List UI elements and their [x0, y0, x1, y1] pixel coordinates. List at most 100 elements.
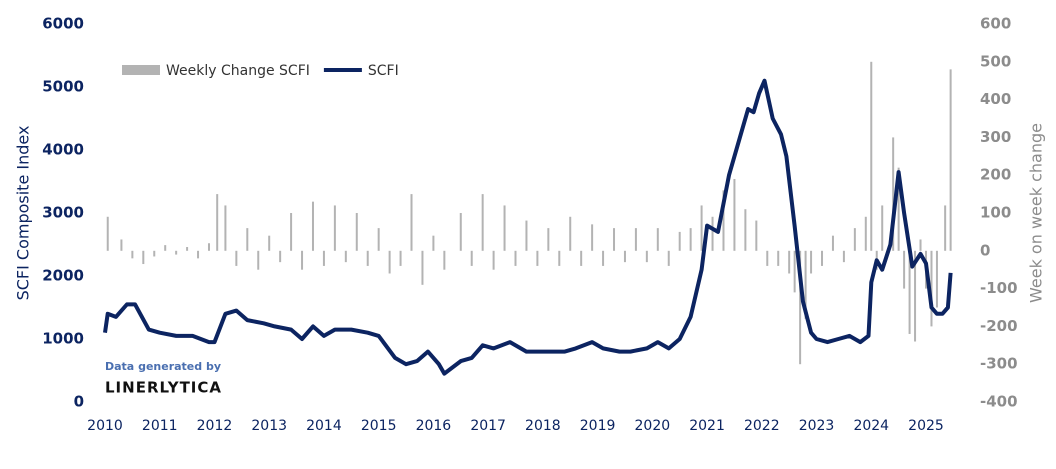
- change-bar: [558, 250, 561, 266]
- change-bar: [831, 235, 834, 251]
- change-bar: [153, 250, 156, 257]
- change-bar: [892, 137, 895, 251]
- change-bar: [700, 205, 703, 251]
- watermark-brand: LINERLYTICA: [105, 379, 222, 397]
- change-bar: [377, 228, 380, 251]
- y2-tick-label: -400: [980, 393, 1018, 411]
- y2-tick-label: -300: [980, 355, 1018, 373]
- y-tick-label: 6000: [42, 15, 84, 33]
- change-bar: [793, 250, 796, 293]
- change-bar: [935, 250, 938, 308]
- change-bar: [311, 201, 314, 251]
- x-tick-label: 2022: [744, 418, 780, 434]
- x-tick-label: 2023: [799, 418, 835, 434]
- change-bar: [131, 250, 134, 259]
- change-bar: [766, 250, 769, 266]
- change-bar: [186, 247, 189, 251]
- x-tick-label: 2020: [635, 418, 671, 434]
- x-tick-label: 2015: [361, 418, 397, 434]
- scfi-line: [103, 78, 953, 376]
- x-tick-label: 2011: [142, 418, 178, 434]
- change-bar: [492, 250, 495, 270]
- change-bar: [804, 250, 807, 319]
- change-bar: [481, 194, 484, 251]
- x-tick-label: 2024: [853, 418, 889, 434]
- change-bar: [399, 250, 402, 266]
- change-bar: [755, 220, 758, 251]
- x-tick-label: 2010: [87, 418, 123, 434]
- legend-label: Weekly Change SCFI: [166, 63, 310, 79]
- change-bar: [290, 213, 293, 251]
- change-bar: [580, 250, 583, 266]
- change-bar: [777, 250, 780, 266]
- x-tick-label: 2018: [525, 418, 561, 434]
- change-bar: [503, 205, 506, 251]
- x-tick-label: 2014: [306, 418, 342, 434]
- change-bar: [246, 228, 249, 251]
- y2-tick-label: 400: [980, 90, 1011, 108]
- y-tick-label: 1000: [42, 330, 84, 348]
- change-bar: [366, 250, 369, 266]
- change-bar: [459, 213, 462, 251]
- change-bar: [919, 239, 922, 251]
- change-bar: [525, 220, 528, 251]
- change-bar: [207, 243, 210, 251]
- change-bar: [432, 235, 435, 251]
- change-bar: [914, 250, 917, 342]
- change-bar: [514, 250, 517, 266]
- change-bar: [949, 69, 952, 251]
- change-bar: [216, 194, 219, 251]
- change-bar: [656, 228, 659, 251]
- change-bar: [733, 178, 736, 251]
- x-tick-label: 2019: [580, 418, 616, 434]
- change-bar: [257, 250, 260, 270]
- change-bar: [421, 250, 424, 285]
- change-bar: [322, 250, 325, 266]
- y-tick-label: 0: [74, 393, 84, 411]
- change-bar: [106, 216, 109, 251]
- x-tick-label: 2021: [689, 418, 725, 434]
- change-bar: [634, 228, 637, 251]
- change-bar: [788, 250, 791, 274]
- y2-tick-label: 200: [980, 166, 1011, 184]
- y-tick-label: 5000: [42, 78, 84, 96]
- change-bar: [470, 250, 473, 266]
- change-bar: [853, 228, 856, 251]
- y2-tick-label: -200: [980, 317, 1018, 335]
- change-bar: [224, 205, 227, 251]
- change-bar: [903, 250, 906, 289]
- x-tick-label: 2025: [908, 418, 944, 434]
- change-bar: [164, 245, 167, 251]
- change-bar: [410, 194, 413, 251]
- change-bar: [569, 216, 572, 251]
- change-bar: [142, 250, 145, 265]
- change-bar: [897, 167, 900, 251]
- change-bar: [908, 250, 911, 334]
- y2-tick-label: 0: [980, 241, 990, 259]
- change-bar: [799, 250, 802, 365]
- change-bar: [235, 250, 238, 266]
- change-bar: [547, 228, 550, 251]
- y-tick-label: 4000: [42, 141, 84, 159]
- change-bar: [645, 250, 648, 263]
- y2-tick-label: 100: [980, 204, 1011, 222]
- change-bar: [197, 250, 200, 259]
- x-tick-label: 2012: [197, 418, 233, 434]
- change-bar: [602, 250, 605, 266]
- change-bar: [678, 231, 681, 251]
- x-tick-label: 2017: [470, 418, 506, 434]
- change-bar: [344, 250, 347, 263]
- change-bar: [870, 61, 873, 251]
- x-tick-label: 2016: [416, 418, 452, 434]
- change-bar: [711, 216, 714, 251]
- change-bar: [842, 250, 845, 263]
- change-bar: [268, 235, 271, 251]
- y2-tick-label: 600: [980, 15, 1011, 33]
- change-bar: [175, 250, 178, 255]
- change-bar: [864, 216, 867, 251]
- change-bar: [279, 250, 282, 263]
- change-bar: [881, 205, 884, 251]
- change-bar: [821, 250, 824, 266]
- change-bar: [388, 250, 391, 274]
- change-bar: [944, 205, 947, 251]
